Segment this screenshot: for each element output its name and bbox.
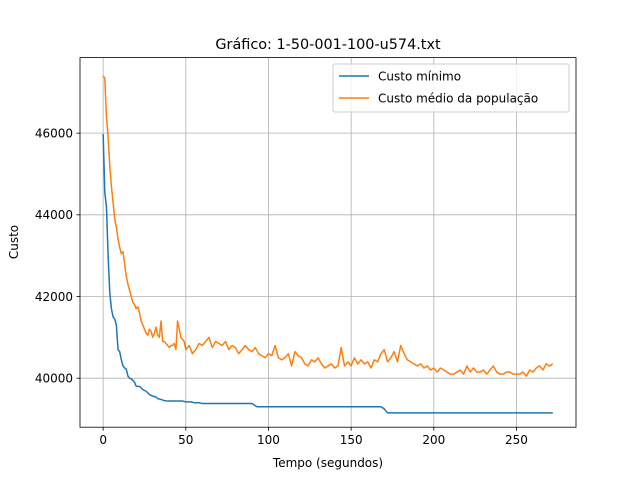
series-line-custo-minimo [102,133,553,414]
grid-lines [80,57,576,428]
x-tick-label: 200 [422,433,445,447]
x-tick-label: 0 [99,433,107,447]
x-tick-label: 250 [505,433,528,447]
y-tick-label: 44000 [35,208,73,222]
y-ticks: 40000 42000 44000 46000 [35,126,80,385]
chart-title: Gráfico: 1-50-001-100-u574.txt [215,37,441,53]
x-ticks: 0 50 100 150 200 250 [99,427,528,447]
legend-label-min: Custo mínimo [378,70,461,84]
legend-label-avg: Custo médio da população [378,92,538,106]
y-tick-label: 46000 [35,126,73,140]
x-tick-label: 100 [257,433,280,447]
series-line-custo-medio [102,75,554,377]
legend: Custo mínimo Custo médio da população [332,63,570,113]
y-axis-label: Custo [7,225,21,259]
y-tick-label: 42000 [35,290,73,304]
legend-frame [332,63,570,113]
y-tick-label: 40000 [35,371,73,385]
x-axis-label: Tempo (segundos) [272,456,383,470]
x-tick-label: 50 [178,433,193,447]
x-tick-label: 150 [340,433,363,447]
plot-series [102,75,554,414]
plot-area-frame [79,57,577,428]
